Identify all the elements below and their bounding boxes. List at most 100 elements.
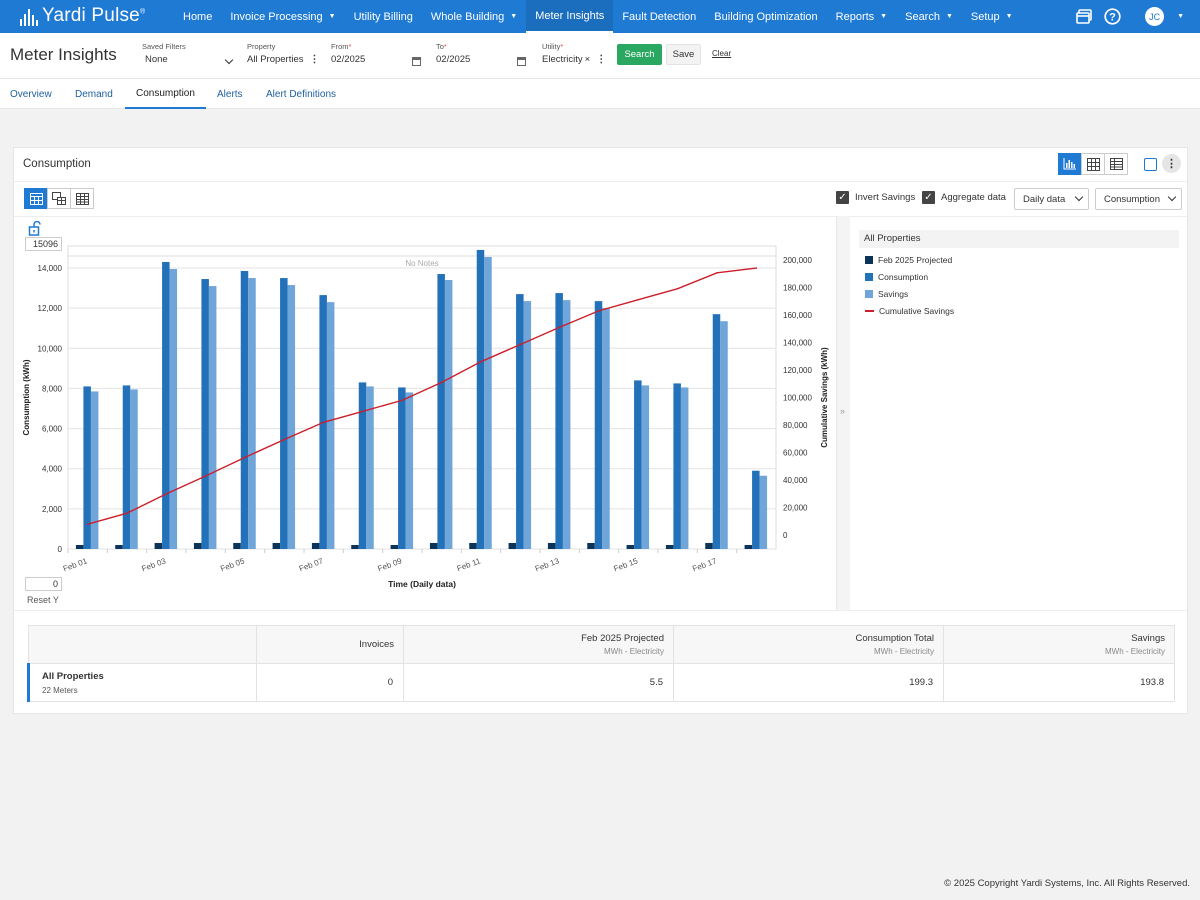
to-date-field[interactable]: To* 02/2025 xyxy=(436,42,471,65)
nav-item-utility-billing[interactable]: Utility Billing xyxy=(345,0,422,33)
bar-projected xyxy=(705,542,713,549)
month-view-button[interactable] xyxy=(70,188,94,209)
legend-item-cumulative-savings[interactable]: Cumulative Savings xyxy=(859,302,1179,319)
bar-consumption xyxy=(240,271,249,549)
bar-projected xyxy=(193,542,202,549)
aggregate-data-checkbox[interactable]: ✓ Aggregate data xyxy=(922,191,1006,204)
saved-filters-select[interactable]: Saved Filters None xyxy=(142,42,234,65)
grid-view-button[interactable] xyxy=(1081,153,1105,175)
bar-savings xyxy=(720,321,728,549)
bar-projected xyxy=(587,542,595,549)
cumulative-savings-point xyxy=(283,438,286,441)
invert-savings-checkbox[interactable]: ✓ Invert Savings xyxy=(836,191,915,204)
save-button[interactable]: Save xyxy=(666,44,701,65)
chevron-down-icon: ▼ xyxy=(1005,13,1013,20)
bar-savings xyxy=(287,285,296,549)
x-tick-label: Feb 15 xyxy=(613,556,640,573)
help-icon[interactable]: ? xyxy=(1103,8,1121,26)
calendar-icon[interactable] xyxy=(412,57,421,66)
legend-collapse-handle[interactable]: » xyxy=(836,216,850,610)
more-vertical-icon[interactable]: ⋮ xyxy=(1162,154,1181,173)
bar-chart-view-button[interactable] xyxy=(1058,153,1082,175)
nav-item-reports[interactable]: Reports ▼ xyxy=(827,0,896,33)
bar-savings xyxy=(523,301,532,549)
property-label: Property xyxy=(247,42,276,51)
nav-item-meter-insights[interactable]: Meter Insights xyxy=(526,0,614,33)
summary-row-savings: 193.8 xyxy=(943,663,1175,702)
tab-overview[interactable]: Overview xyxy=(10,88,52,100)
metric-select[interactable]: Consumption xyxy=(1095,188,1182,210)
windows-icon[interactable] xyxy=(1075,8,1093,26)
y2-tick-label: 120,000 xyxy=(783,366,812,375)
nav-item-whole-building[interactable]: Whole Building ▼ xyxy=(422,0,526,33)
tab-alerts[interactable]: Alerts xyxy=(217,88,243,100)
bar-projected xyxy=(508,542,517,549)
calendar-grid-icon xyxy=(29,193,43,205)
tab-demand[interactable]: Demand xyxy=(75,88,113,100)
brand-logo[interactable]: Yardi Pulse® xyxy=(20,5,145,27)
multi-calendar-view-button[interactable] xyxy=(47,188,71,209)
y-tick-label: 2,000 xyxy=(42,505,63,514)
summary-table: Invoices Feb 2025 Projected MWh - Electri… xyxy=(27,625,1175,702)
bar-projected xyxy=(626,544,635,549)
nav-item-invoice-processing[interactable]: Invoice Processing ▼ xyxy=(221,0,344,33)
calendar-view-button[interactable] xyxy=(24,188,48,209)
x-tick-label: Feb 11 xyxy=(456,556,482,573)
nav-item-setup[interactable]: Setup ▼ xyxy=(962,0,1022,33)
user-avatar[interactable]: JC xyxy=(1145,7,1165,26)
table-row[interactable]: All Properties 22 Meters 0 5.5 199.3 193.… xyxy=(27,663,1175,702)
x-tick-label: Feb 03 xyxy=(141,556,168,573)
note-icon[interactable] xyxy=(1144,158,1157,171)
utility-label: Utility xyxy=(542,42,561,51)
x-tick-label: Feb 17 xyxy=(691,556,718,573)
remove-icon[interactable]: × xyxy=(584,54,591,65)
tab-consumption[interactable]: Consumption xyxy=(125,79,206,109)
summary-header-row: Invoices Feb 2025 Projected MWh - Electri… xyxy=(28,625,1175,664)
y-tick-label: 8,000 xyxy=(42,384,63,393)
from-value: 02/2025 xyxy=(331,54,366,65)
property-value: All Properties xyxy=(247,54,304,65)
cumulative-savings-point xyxy=(165,493,168,495)
from-date-field[interactable]: From* 02/2025 xyxy=(331,42,366,65)
y-max-input[interactable]: 15096 xyxy=(25,237,62,251)
property-select[interactable]: Property All Properties ⋮ xyxy=(247,42,320,65)
bar-consumption xyxy=(712,314,721,549)
legend-item-consumption[interactable]: Consumption xyxy=(859,268,1179,285)
reset-y-link[interactable]: Reset Y xyxy=(27,595,59,605)
tab-bar: Overview Demand Consumption Alerts Alert… xyxy=(0,78,1200,109)
y2-tick-label: 0 xyxy=(783,531,788,540)
period-select[interactable]: Daily data xyxy=(1014,188,1089,210)
more-vertical-icon[interactable]: ⋮ xyxy=(596,53,607,65)
cumulative-savings-point xyxy=(86,523,89,526)
legend-item-projected[interactable]: Feb 2025 Projected xyxy=(859,251,1179,268)
y-tick-label: 12,000 xyxy=(38,304,63,313)
unlock-icon[interactable] xyxy=(28,220,43,241)
cumulative-savings-point xyxy=(440,381,443,384)
cumulative-savings-point xyxy=(716,272,718,274)
y-min-input[interactable]: 0 xyxy=(25,577,62,591)
tab-alert-definitions[interactable]: Alert Definitions xyxy=(266,88,337,100)
bar-savings xyxy=(366,386,374,549)
x-tick-label: Feb 07 xyxy=(298,556,325,573)
bar-projected xyxy=(351,544,359,549)
nav-item-home[interactable]: Home xyxy=(174,0,221,33)
cumulative-savings-point xyxy=(401,399,404,402)
bar-savings xyxy=(680,387,689,549)
y2-tick-label: 20,000 xyxy=(783,504,808,513)
legend-item-savings[interactable]: Savings xyxy=(859,285,1179,302)
chevron-down-icon[interactable]: ▼ xyxy=(1177,13,1184,20)
search-button[interactable]: Search xyxy=(617,44,662,65)
nav-item-building-optimization[interactable]: Building Optimization xyxy=(705,0,826,33)
logo-bars-icon xyxy=(20,6,38,26)
clear-link[interactable]: Clear xyxy=(712,49,732,58)
table-view-button[interactable] xyxy=(1104,153,1128,175)
y-tick-label: 14,000 xyxy=(38,264,63,273)
calendar-icon[interactable] xyxy=(517,57,526,66)
cumulative-savings-point xyxy=(558,326,561,329)
nav-item-search[interactable]: Search ▼ xyxy=(896,0,962,33)
metric-select-value: Consumption xyxy=(1104,193,1160,205)
nav-item-fault-detection[interactable]: Fault Detection xyxy=(613,0,705,33)
utility-select[interactable]: Utility* Electricity × ⋮ xyxy=(542,42,607,65)
consumption-chart: No Notes 0 2,000 4,000 6,000 8,000 10,000 12,00… xyxy=(22,245,829,589)
more-vertical-icon[interactable]: ⋮ xyxy=(309,53,320,65)
